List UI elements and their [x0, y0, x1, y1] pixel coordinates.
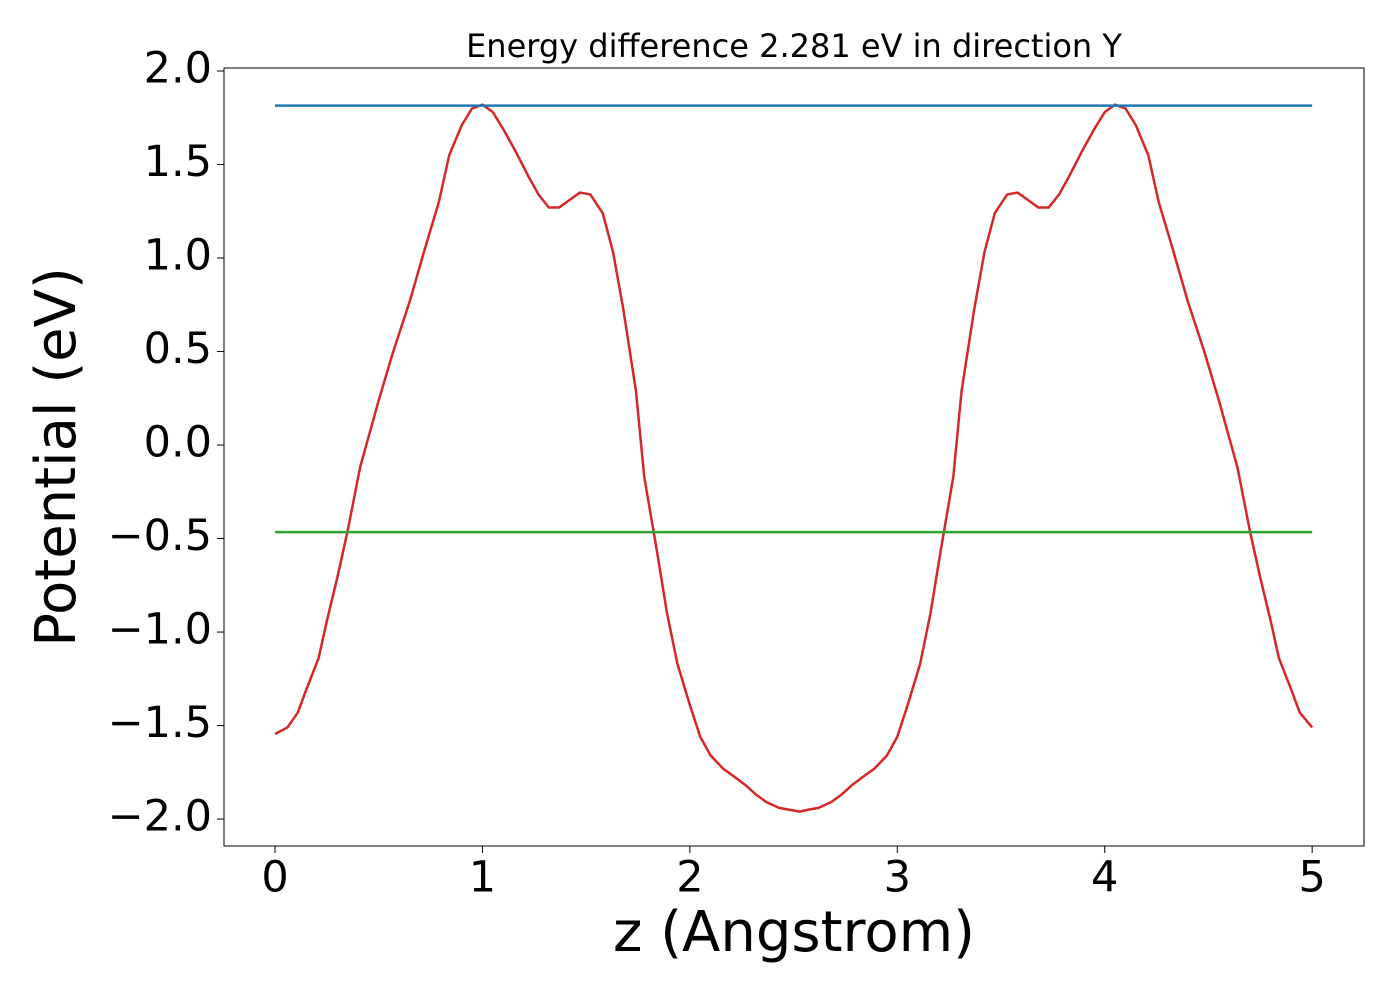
plot-frame — [223, 67, 1365, 847]
y-tick-label: −1.0 — [108, 605, 212, 655]
y-tick-label: 2.0 — [144, 43, 212, 93]
x-tick-label: 0 — [261, 853, 288, 903]
y-tick-label: 0.5 — [144, 324, 212, 374]
y-tick-label: −0.5 — [108, 511, 212, 561]
x-tick-label: 4 — [1091, 853, 1118, 903]
x-tick-label: 3 — [884, 853, 911, 903]
y-tick-label: −2.0 — [108, 792, 212, 842]
y-tick-label: 1.5 — [144, 137, 212, 187]
x-tick-label: 5 — [1298, 853, 1325, 903]
y-tick-label: 0.0 — [144, 418, 212, 468]
chart-title: Energy difference 2.281 eV in direction … — [466, 27, 1122, 65]
y-axis-label: Potential (eV) — [24, 267, 89, 647]
x-tick-label: 2 — [676, 853, 703, 903]
y-tick-label: 1.0 — [144, 231, 212, 281]
line-series — [274, 103, 1314, 813]
y-tick-label: −1.5 — [108, 698, 212, 748]
x-tick-label: 1 — [469, 853, 496, 903]
x-axis-label: z (Angstrom) — [613, 900, 975, 965]
